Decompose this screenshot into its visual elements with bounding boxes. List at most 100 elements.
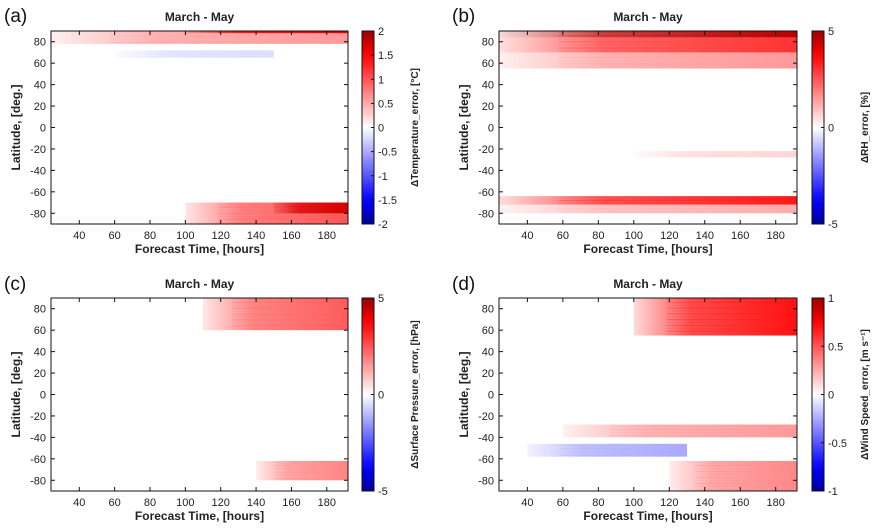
x-tick-label: 40: [521, 230, 533, 242]
y-tick-label: 0: [40, 123, 46, 135]
heatmap-band: [499, 52, 797, 69]
x-tick-label: 160: [731, 497, 749, 509]
colorbar-tick-label: 5: [828, 26, 834, 38]
y-tick-label: -80: [478, 208, 494, 220]
heatmap: [203, 298, 348, 481]
x-tick-label: 100: [625, 230, 643, 242]
heatmap-band: [273, 202, 348, 214]
chart-title: March - May: [613, 10, 683, 24]
heatmap-band: [203, 298, 348, 331]
y-tick-label: 20: [482, 368, 494, 380]
colorbar-tick-label: -0.5: [828, 438, 847, 450]
y-tick-label: -80: [30, 475, 46, 487]
y-axis-label: Latitude, [deg.]: [9, 85, 23, 171]
x-tick-label: 120: [212, 497, 230, 509]
colorbar-tick-label: -5: [378, 486, 388, 498]
colorbar-tick-label: -1: [828, 486, 838, 498]
x-tick-label: 120: [660, 230, 678, 242]
y-axis-label: Latitude, [deg.]: [9, 352, 23, 438]
chart-title: March - May: [165, 10, 235, 24]
colorbar-tick-label: -2: [378, 219, 388, 231]
x-tick-label: 140: [247, 497, 265, 509]
x-tick-label: 140: [696, 497, 714, 509]
x-tick-label: 60: [557, 230, 569, 242]
panel-c: 40 60 80 100 120 140 160 180 80 60 40 20 0 -20 -40 -60 -…: [4, 274, 421, 523]
x-tick-label: 60: [557, 497, 569, 509]
colorbar-tick-label: -0.5: [378, 147, 397, 159]
y-tick-label: -40: [30, 165, 46, 177]
heatmap-band: [499, 31, 797, 38]
x-tick-label: 140: [247, 230, 265, 242]
colorbar-tick-label: 0: [378, 123, 384, 135]
heatmap-band: [669, 460, 797, 491]
y-tick-label: 20: [34, 368, 46, 380]
y-tick-label: 20: [34, 101, 46, 113]
y-tick-label: -40: [30, 432, 46, 444]
y-axis-label: Latitude, [deg.]: [457, 85, 471, 171]
y-tick-label: 80: [34, 304, 46, 316]
x-tick-label: 160: [282, 230, 300, 242]
y-tick-label: 40: [34, 80, 46, 92]
y-tick-label: -20: [30, 144, 46, 156]
colorbar-tick-label: 2: [378, 26, 384, 38]
y-tick-label: 0: [488, 390, 494, 402]
panel-label: (d): [452, 274, 475, 295]
x-axis-label: Forecast Time, [hours]: [135, 242, 264, 256]
x-tick-label: 100: [625, 497, 643, 509]
y-tick-label: 60: [34, 325, 46, 337]
y-tick-label: -80: [478, 475, 494, 487]
y-tick-label: 80: [482, 304, 494, 316]
colorbar-tick-label: 0.5: [828, 341, 843, 353]
y-tick-label: -20: [478, 411, 494, 423]
colorbar-tick-label: -1: [378, 171, 388, 183]
heatmap-band: [562, 424, 797, 438]
y-tick-label: 80: [482, 37, 494, 49]
x-tick-label: 120: [660, 497, 678, 509]
x-axis-label: Forecast Time, [hours]: [583, 509, 712, 523]
x-tick-label: 80: [144, 230, 156, 242]
x-tick-label: 180: [767, 497, 785, 509]
x-tick-label: 40: [521, 497, 533, 509]
panel-label: (b): [452, 6, 475, 27]
plot-area: [51, 31, 348, 224]
x-tick-label: 140: [696, 230, 714, 242]
colorbar-tick-label: -5: [828, 219, 838, 231]
x-tick-label: 60: [109, 230, 121, 242]
x-tick-label: 80: [592, 497, 604, 509]
heatmap-band: [499, 37, 797, 53]
y-tick-label: -60: [478, 454, 494, 466]
colorbar-tick-label: -1.5: [378, 195, 397, 207]
colorbar-tick-label: 1.5: [378, 50, 393, 62]
colorbar-label: ΔSurface Pressure_error, [hPa]: [410, 320, 421, 468]
colorbar-tick-label: 1: [828, 293, 834, 305]
panel-a: 40 60 80 100 120 140 160 180806040200-20-40-60-…: [4, 6, 421, 256]
x-tick-label: 40: [73, 497, 85, 509]
x-tick-label: 60: [109, 497, 121, 509]
colorbar-tick-label: 5: [378, 293, 384, 305]
y-tick-label: -20: [30, 411, 46, 423]
y-tick-label: 40: [34, 347, 46, 359]
colorbar-tick-label: 1: [378, 74, 384, 86]
x-tick-label: 180: [318, 497, 336, 509]
heatmap-band: [114, 50, 274, 58]
x-tick-label: 180: [767, 230, 785, 242]
y-tick-label: 60: [482, 325, 494, 337]
y-tick-label: 60: [34, 58, 46, 70]
heatmap-band: [256, 460, 348, 481]
y-tick-label: 20: [482, 101, 494, 113]
y-tick-label: -60: [30, 187, 46, 199]
colorbar-tick-label: 0: [378, 390, 384, 402]
y-tick-label: 40: [482, 347, 494, 359]
chart-title: March - May: [165, 277, 235, 291]
y-tick-label: 0: [40, 390, 46, 402]
colorbar-tick-label: 0.5: [378, 98, 393, 110]
panel-label: (c): [4, 274, 26, 295]
x-tick-label: 160: [731, 230, 749, 242]
y-tick-label: -60: [478, 187, 494, 199]
panel-b: 40 60 80 100 120 140 160 180 80 60 40 20 0 -20 -40 -60 -…: [452, 6, 871, 256]
heatmap-band: [499, 196, 797, 205]
y-tick-label: -80: [30, 208, 46, 220]
heatmap-band: [633, 298, 797, 336]
colorbar-label: ΔTemperature_error, [°C]: [410, 68, 421, 187]
